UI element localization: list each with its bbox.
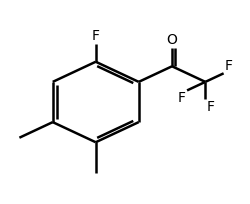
Text: F: F bbox=[224, 59, 232, 73]
Text: F: F bbox=[177, 91, 185, 105]
Text: F: F bbox=[206, 100, 214, 114]
Text: O: O bbox=[166, 33, 177, 47]
Text: F: F bbox=[91, 29, 99, 43]
